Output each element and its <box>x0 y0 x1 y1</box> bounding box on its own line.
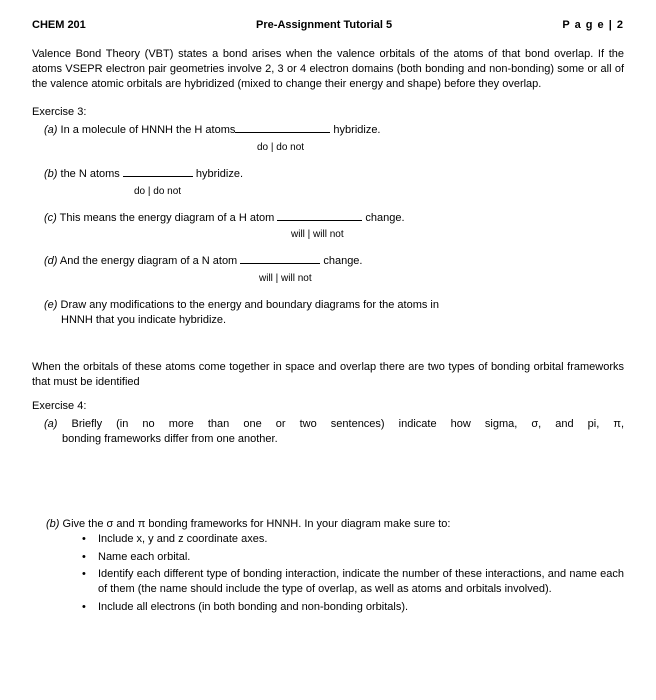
ex3-item-a: (a) In a molecule of HNNH the H atoms hy… <box>32 123 624 138</box>
header-page: P a g e | 2 <box>562 18 624 33</box>
list-item: Name each orbital. <box>82 550 624 565</box>
ex3-c-label: (c) <box>44 212 57 224</box>
header-center: Pre-Assignment Tutorial 5 <box>256 18 392 33</box>
ex3-c-hint: will | will not <box>291 229 344 240</box>
ex4-a-label: (a) <box>44 418 57 430</box>
ex3-b-hint-line: do | do not <box>32 184 624 199</box>
ex3-a-hint: do | do not <box>257 142 304 153</box>
ex3-b-post: hybridize. <box>193 168 243 180</box>
list-item: Identify each different type of bonding … <box>82 567 624 597</box>
ex3-b-pre: the N atoms <box>57 168 122 180</box>
header-left: CHEM 201 <box>32 18 86 33</box>
ex4-bullet-list: Include x, y and z coordinate axes. Name… <box>32 532 624 615</box>
ex4-b-label: (b) <box>46 518 59 530</box>
ex4-item-a: (a) Briefly (in no more than one or two … <box>32 417 624 432</box>
ex3-d-label: (d) <box>44 255 57 267</box>
ex3-e-text2: HNNH that you indicate hybridize. <box>44 313 624 328</box>
transition-paragraph: When the orbitals of these atoms come to… <box>32 360 624 390</box>
ex3-b-hint: do | do not <box>134 186 181 197</box>
ex4-a-line1: Briefly (in no more than one or two sent… <box>57 418 624 430</box>
blank-field <box>123 167 193 177</box>
ex3-d-post: change. <box>320 255 362 267</box>
ex3-a-pre: In a molecule of HNNH the H atoms <box>57 124 235 136</box>
intro-paragraph: Valence Bond Theory (VBT) states a bond … <box>32 47 624 92</box>
list-item: Include x, y and z coordinate axes. <box>82 532 624 547</box>
ex3-item-d: (d) And the energy diagram of a N atom c… <box>32 254 624 269</box>
ex3-c-pre: This means the energy diagram of a H ato… <box>57 212 278 224</box>
ex3-a-hint-line: do | do not <box>32 140 624 155</box>
ex4-a-line2: bonding frameworks differ from one anoth… <box>32 432 624 447</box>
ex3-item-b: (b) the N atoms hybridize. <box>32 167 624 182</box>
ex3-c-post: change. <box>362 212 404 224</box>
ex4-item-b: (b) Give the σ and π bonding frameworks … <box>32 517 624 532</box>
ex3-d-pre: And the energy diagram of a N atom <box>57 255 240 267</box>
ex3-a-label: (a) <box>44 124 57 136</box>
ex3-b-label: (b) <box>44 168 57 180</box>
ex4-b-text: Give the σ and π bonding frameworks for … <box>59 518 450 530</box>
ex3-a-post: hybridize. <box>330 124 380 136</box>
ex3-d-hint: will | will not <box>259 273 312 284</box>
exercise-4-title: Exercise 4: <box>32 399 624 414</box>
ex3-item-e: (e) Draw any modifications to the energy… <box>32 298 624 328</box>
blank-field <box>277 211 362 221</box>
ex3-c-hint-line: will | will not <box>32 227 624 242</box>
exercise-3-title: Exercise 3: <box>32 105 624 120</box>
ex3-e-label: (e) <box>44 299 57 311</box>
ex3-item-c: (c) This means the energy diagram of a H… <box>32 211 624 226</box>
blank-field <box>235 123 330 133</box>
ex3-e-text1: Draw any modifications to the energy and… <box>57 299 439 311</box>
list-item: Include all electrons (in both bonding a… <box>82 600 624 615</box>
ex3-d-hint-line: will | will not <box>32 271 624 286</box>
blank-field <box>240 254 320 264</box>
